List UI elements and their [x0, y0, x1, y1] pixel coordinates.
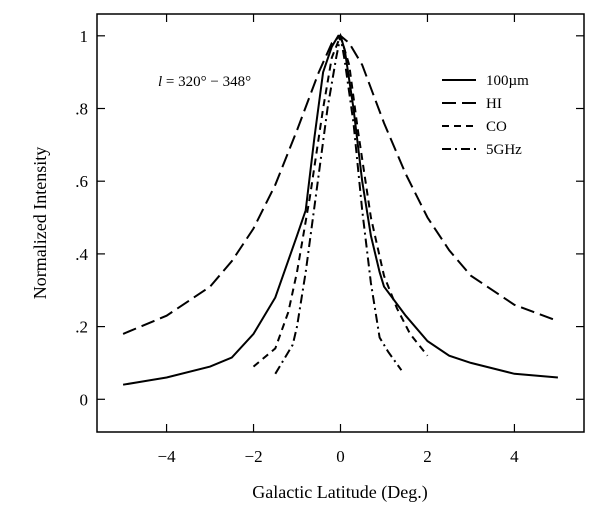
y-axis-label: Normalized Intensity — [30, 147, 50, 299]
x-tick-label: 4 — [510, 447, 519, 466]
series-5GHz-line — [274, 35, 403, 375]
x-tick-label: −2 — [244, 447, 262, 466]
annotation: l = 320° − 348° — [158, 74, 251, 90]
legend-label: 5GHz — [486, 142, 522, 158]
legend-label: HI — [486, 96, 502, 112]
series-group — [122, 32, 559, 386]
legend-label: 100µm — [486, 73, 529, 89]
y-tick-label: 1 — [80, 27, 89, 46]
x-axis-label: Galactic Latitude (Deg.) — [252, 482, 427, 503]
x-tick-label: 2 — [423, 447, 432, 466]
y-tick-label: .6 — [75, 172, 88, 191]
legend-label: CO — [486, 119, 507, 135]
series-CO-line — [252, 32, 429, 368]
x-tick-label: 0 — [336, 447, 345, 466]
y-tick-label: .8 — [75, 100, 88, 119]
legend: 100µm HI CO 5GHz — [442, 73, 529, 158]
y-tick-label: .2 — [75, 318, 88, 337]
annotation-italic: l — [158, 74, 162, 90]
annotation-text: = 320° − 348° — [162, 74, 251, 90]
x-tick-label: −4 — [158, 447, 177, 466]
y-tick-label: 0 — [80, 390, 89, 409]
y-tick-label: .4 — [75, 245, 88, 264]
ticks: −4 −2 0 2 4 0 .2 .4 .6 .8 1 — [75, 14, 584, 466]
